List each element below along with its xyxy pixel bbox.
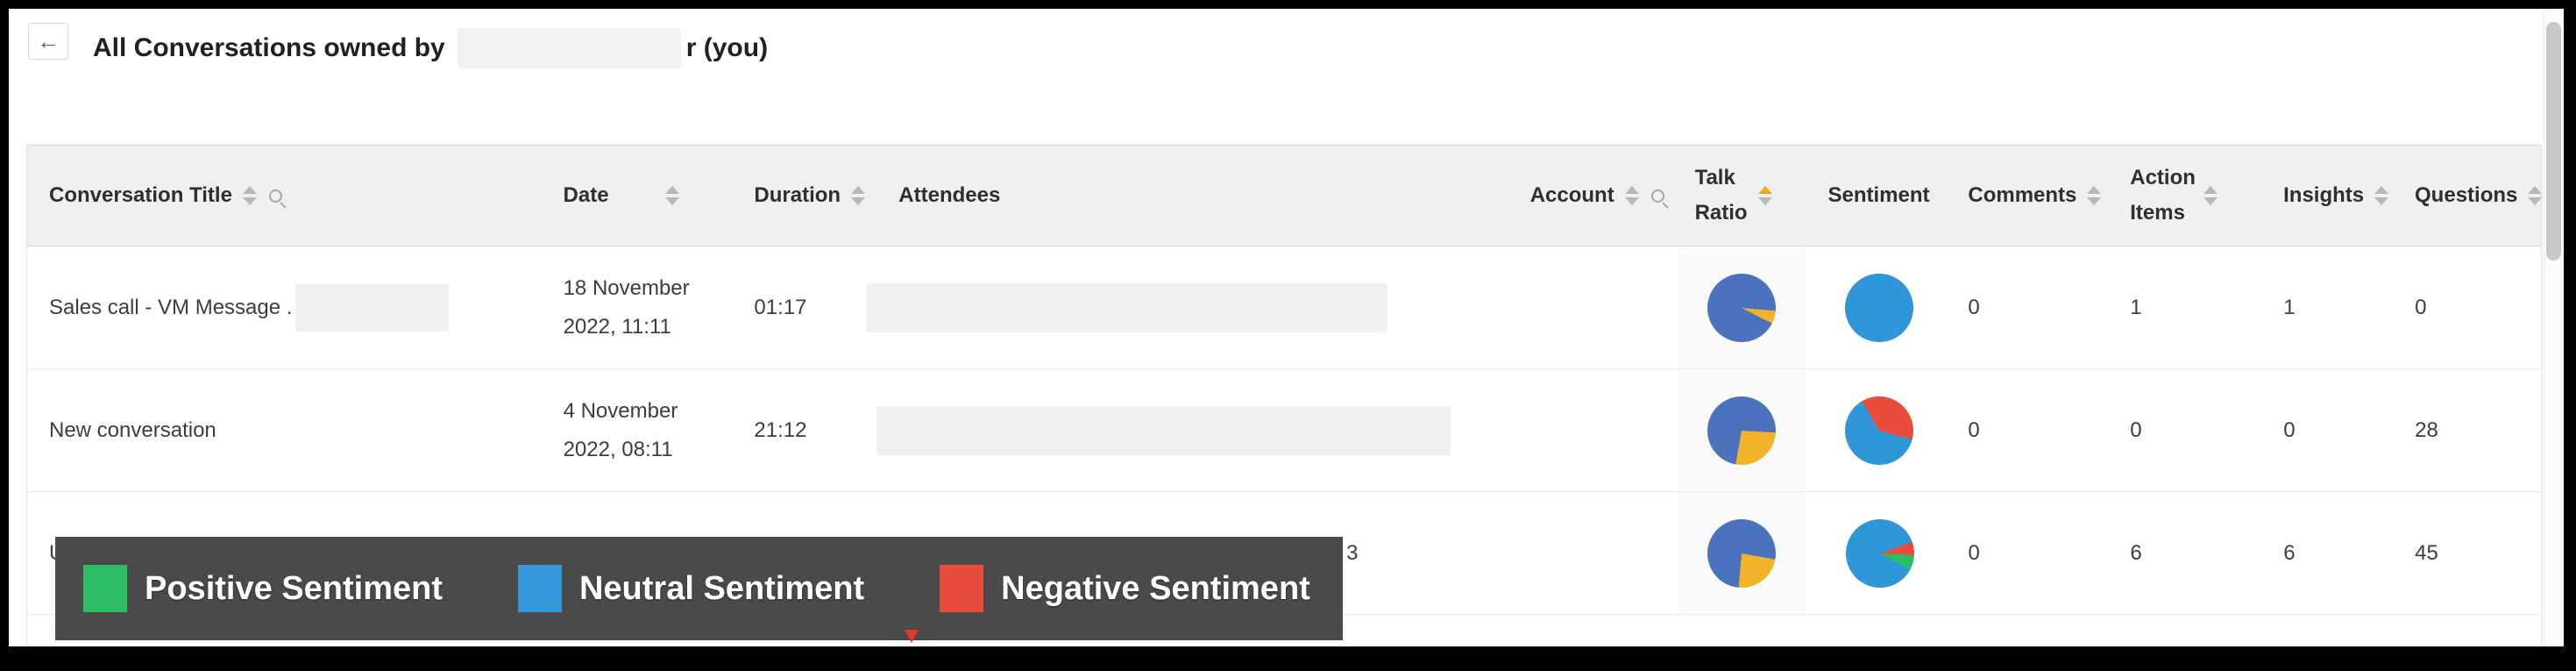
pointer-cursor-mark xyxy=(905,630,919,643)
column-header-date[interactable]: Date xyxy=(553,146,746,246)
attendees-redacted-box xyxy=(876,405,1451,455)
back-button[interactable]: ← xyxy=(28,23,68,60)
sentiment-pie-chart[interactable] xyxy=(1845,273,1914,342)
table-row[interactable]: New conversation 4 November 2022, 08:11 … xyxy=(27,369,2541,492)
cell-account xyxy=(1516,369,1678,491)
cell-duration: 01:17 xyxy=(754,295,807,319)
sort-icon[interactable] xyxy=(851,186,866,205)
cell-questions: 0 xyxy=(2415,295,2427,319)
column-header-talk-ratio[interactable]: Talk Ratio xyxy=(1678,146,1806,246)
page: ← All Conversations owned by r (you) Con… xyxy=(9,9,2564,646)
sort-icon-active-asc[interactable] xyxy=(1757,186,1772,205)
page-title-suffix: r (you) xyxy=(685,33,769,62)
search-icon[interactable] xyxy=(1650,189,1664,203)
cell-attendees xyxy=(866,246,1515,368)
search-icon[interactable] xyxy=(268,189,282,203)
owner-name-redacted xyxy=(457,28,681,68)
sentiment-pie-chart[interactable] xyxy=(1845,396,1914,465)
cell-date: 18 November 2022, 11:11 xyxy=(563,275,690,339)
title-redacted-box xyxy=(295,283,450,332)
column-header-conversation-title[interactable]: Conversation Title xyxy=(27,146,553,246)
cell-insights: 0 xyxy=(2283,418,2296,442)
table-row[interactable]: Sales call - VM Message . 18 November 20… xyxy=(27,246,2541,369)
cell-comments: 0 xyxy=(1968,295,1980,319)
titlebar: ← All Conversations owned by r (you) xyxy=(9,9,2564,110)
cell-questions: 45 xyxy=(2415,540,2438,565)
cell-duration: 21:12 xyxy=(754,418,807,442)
column-header-comments[interactable]: Comments xyxy=(1954,146,2116,246)
cell-attendees: 3 xyxy=(1346,540,1359,565)
legend-item-positive: Positive Sentiment xyxy=(83,565,443,612)
cell-sentiment[interactable] xyxy=(1806,369,1955,491)
cell-comments: 0 xyxy=(1968,418,1980,442)
negative-sentiment-swatch xyxy=(940,565,984,612)
neutral-sentiment-swatch xyxy=(517,565,562,612)
cell-action-items: 0 xyxy=(2130,418,2142,442)
cell-questions: 28 xyxy=(2415,418,2438,442)
sort-icon[interactable] xyxy=(2087,186,2102,205)
sort-icon[interactable] xyxy=(1624,186,1639,205)
cell-sentiment[interactable] xyxy=(1806,492,1955,614)
cell-insights: 6 xyxy=(2283,540,2296,565)
cell-account xyxy=(1516,246,1678,368)
vertical-scrollbar[interactable] xyxy=(2544,9,2563,646)
cell-conversation-title: Sales call - VM Message . xyxy=(27,246,553,368)
sentiment-pie-chart[interactable] xyxy=(1845,518,1914,588)
column-header-insights[interactable]: Insights xyxy=(2269,146,2401,246)
cell-conversation-title: New conversation xyxy=(49,418,216,442)
positive-sentiment-swatch xyxy=(83,565,127,612)
talk-ratio-pie-chart[interactable] xyxy=(1707,273,1777,342)
legend-item-negative: Negative Sentiment xyxy=(940,565,1310,612)
sort-icon[interactable] xyxy=(2528,186,2543,205)
talk-ratio-pie-chart[interactable] xyxy=(1707,396,1777,465)
cell-talk-ratio[interactable] xyxy=(1678,369,1806,491)
cell-attendees xyxy=(868,369,1515,491)
sort-icon[interactable] xyxy=(2374,186,2389,205)
cell-date: 4 November 2022, 08:11 xyxy=(563,398,678,461)
sort-icon[interactable] xyxy=(664,186,679,205)
cell-talk-ratio[interactable] xyxy=(1678,246,1806,368)
cell-talk-ratio[interactable] xyxy=(1678,492,1806,614)
sort-icon[interactable] xyxy=(242,186,257,205)
column-header-duration[interactable]: Duration xyxy=(745,146,868,246)
column-header-questions[interactable]: Questions xyxy=(2401,146,2543,246)
attendees-redacted-box xyxy=(866,282,1388,332)
scrollbar-thumb[interactable] xyxy=(2546,22,2561,261)
cell-action-items: 6 xyxy=(2130,540,2142,565)
cell-account xyxy=(1516,492,1678,614)
back-arrow-icon: ← xyxy=(37,27,60,54)
column-header-sentiment: Sentiment xyxy=(1827,183,1930,207)
sort-icon[interactable] xyxy=(2203,186,2218,205)
page-title: All Conversations owned by r (you) xyxy=(93,28,768,68)
cell-insights: 1 xyxy=(2283,295,2296,319)
cell-action-items: 1 xyxy=(2130,295,2142,319)
page-title-text: All Conversations owned by xyxy=(93,33,445,62)
cell-sentiment[interactable] xyxy=(1806,246,1955,368)
legend-item-neutral: Neutral Sentiment xyxy=(517,565,864,612)
table-header-row: Conversation Title Date Duration Attende… xyxy=(27,146,2543,246)
talk-ratio-pie-chart[interactable] xyxy=(1707,518,1777,588)
sentiment-legend-tooltip: Positive Sentiment Neutral Sentiment Neg… xyxy=(55,537,1343,640)
column-header-account[interactable]: Account xyxy=(1516,146,1678,246)
cell-comments: 0 xyxy=(1968,540,1980,565)
column-header-action-items[interactable]: Action Items xyxy=(2116,146,2269,246)
column-header-attendees: Attendees xyxy=(898,183,1001,207)
